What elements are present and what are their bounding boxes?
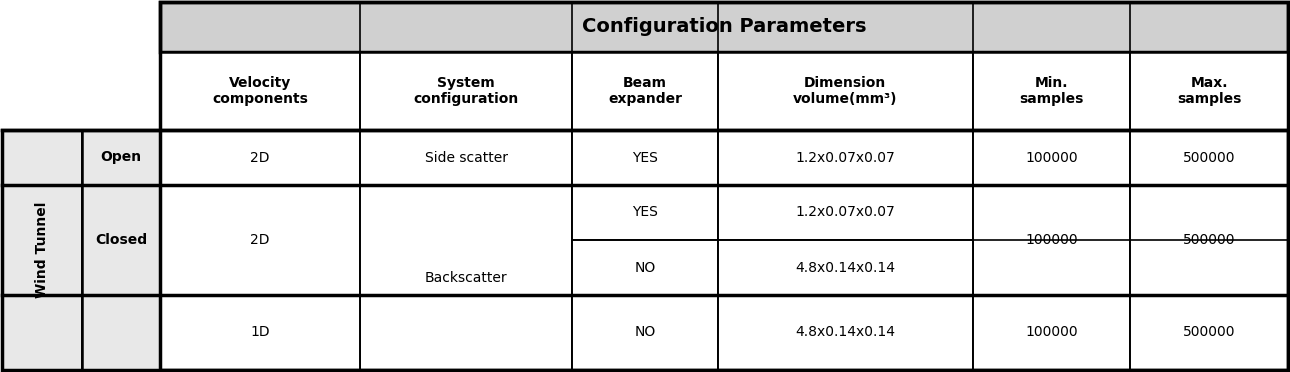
Bar <box>573 240 719 295</box>
Text: 100000: 100000 <box>1026 151 1078 164</box>
Text: Dimension
volume(mm³): Dimension volume(mm³) <box>793 76 898 106</box>
Bar <box>83 295 160 370</box>
Text: 2D: 2D <box>250 233 270 247</box>
Bar <box>3 130 1287 370</box>
Bar <box>83 130 160 185</box>
Bar <box>360 52 573 130</box>
Text: Min.
samples: Min. samples <box>1019 76 1084 106</box>
Bar <box>160 52 360 130</box>
Bar <box>83 185 160 295</box>
Text: Open: Open <box>101 151 142 164</box>
Text: YES: YES <box>632 205 658 219</box>
Text: NO: NO <box>635 260 655 275</box>
Bar <box>360 130 573 185</box>
Bar <box>973 130 1130 185</box>
Bar <box>719 185 973 240</box>
Text: Closed: Closed <box>95 233 147 247</box>
Bar <box>3 130 83 370</box>
Text: 4.8x0.14x0.14: 4.8x0.14x0.14 <box>796 260 895 275</box>
Bar <box>719 52 973 130</box>
Bar <box>573 185 719 240</box>
Bar <box>160 130 360 185</box>
Text: 1.2x0.07x0.07: 1.2x0.07x0.07 <box>796 151 895 164</box>
Text: Max.
samples: Max. samples <box>1176 76 1241 106</box>
Bar <box>573 52 719 130</box>
Text: 1.2x0.07x0.07: 1.2x0.07x0.07 <box>796 205 895 219</box>
Bar <box>1130 130 1287 185</box>
Text: NO: NO <box>635 326 655 340</box>
Text: Wind Tunnel: Wind Tunnel <box>35 202 49 298</box>
Bar <box>160 2 1287 370</box>
Text: Side scatter: Side scatter <box>424 151 508 164</box>
Bar <box>573 130 719 185</box>
Text: 500000: 500000 <box>1183 326 1236 340</box>
Text: 100000: 100000 <box>1026 326 1078 340</box>
Text: Beam
expander: Beam expander <box>608 76 682 106</box>
Text: Backscatter: Backscatter <box>424 270 507 285</box>
Text: 100000: 100000 <box>1026 233 1078 247</box>
Bar <box>160 2 1287 52</box>
Bar <box>973 52 1130 130</box>
Bar <box>360 185 573 370</box>
Text: YES: YES <box>632 151 658 164</box>
Text: 500000: 500000 <box>1183 151 1236 164</box>
Text: System
configuration: System configuration <box>414 76 519 106</box>
Bar <box>573 295 719 370</box>
Bar <box>1130 185 1287 295</box>
Bar <box>160 185 360 295</box>
Bar <box>973 295 1130 370</box>
Text: Configuration Parameters: Configuration Parameters <box>582 17 867 36</box>
Text: 1D: 1D <box>250 326 270 340</box>
Bar <box>1130 52 1287 130</box>
Text: 2D: 2D <box>250 151 270 164</box>
Text: 4.8x0.14x0.14: 4.8x0.14x0.14 <box>796 326 895 340</box>
Bar <box>719 295 973 370</box>
Bar <box>160 295 360 370</box>
Bar <box>719 240 973 295</box>
Text: 500000: 500000 <box>1183 233 1236 247</box>
Bar <box>1130 295 1287 370</box>
Bar <box>973 185 1130 295</box>
Text: Velocity
components: Velocity components <box>212 76 308 106</box>
Bar <box>719 130 973 185</box>
